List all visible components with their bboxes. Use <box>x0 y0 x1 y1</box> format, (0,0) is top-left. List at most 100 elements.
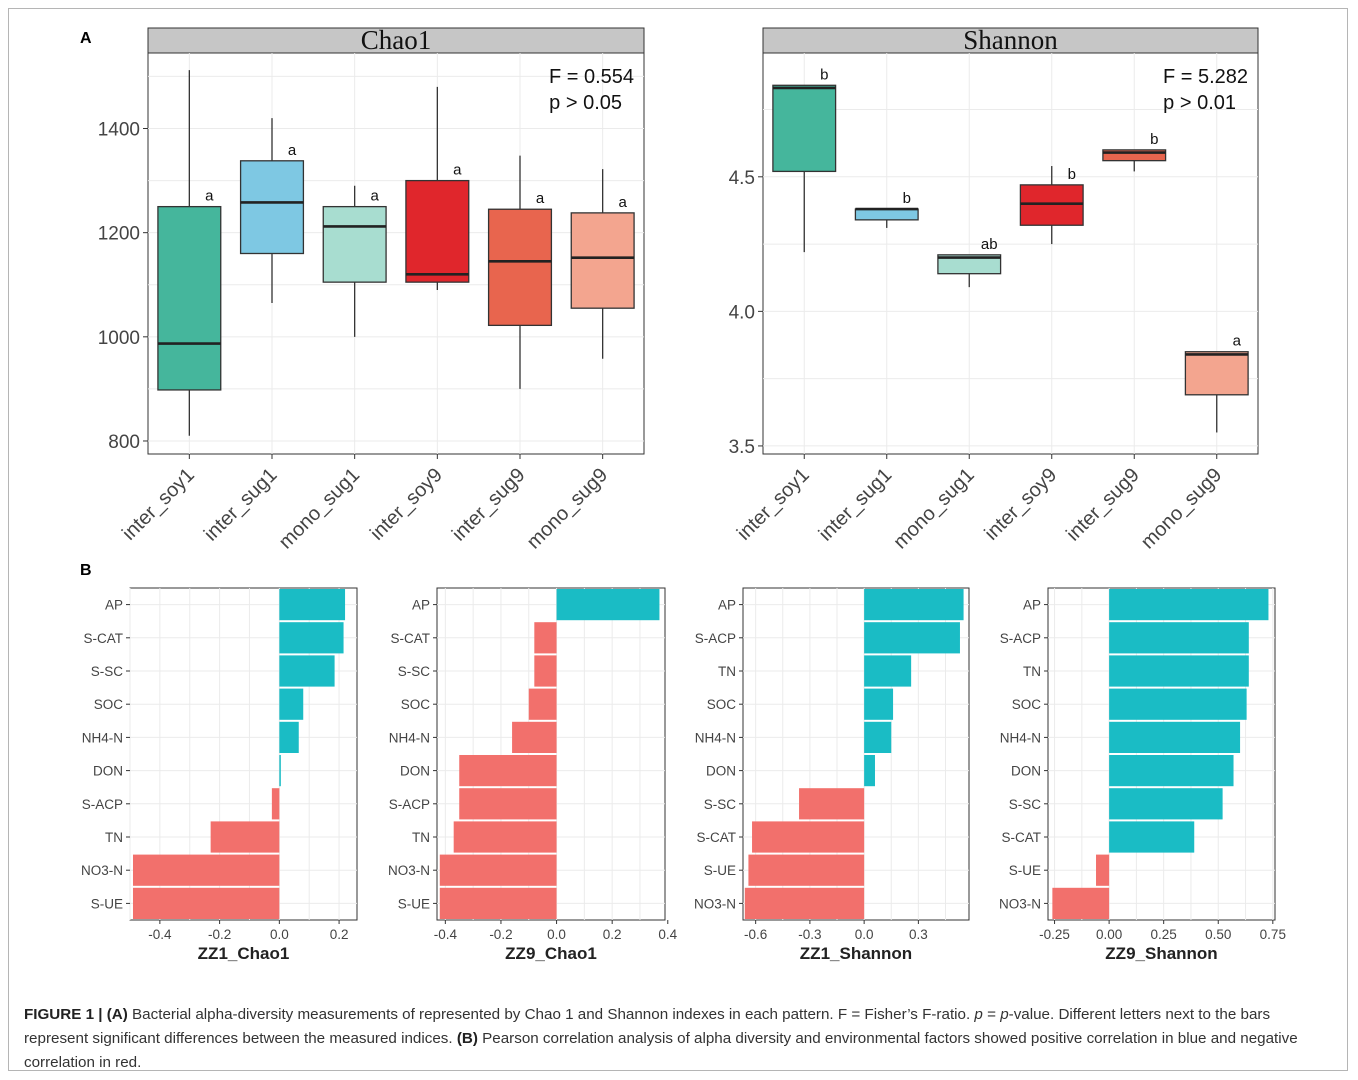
correlation-bar <box>864 754 875 787</box>
caption-p-symbol: p <box>974 1006 983 1023</box>
y-tick-label: NH4-N <box>82 730 123 745</box>
y-tick-label: S-CAT <box>84 631 124 646</box>
correlation-bar <box>453 821 557 853</box>
x-tick-label: -0.6 <box>744 927 767 942</box>
box-body <box>157 205 222 391</box>
x-tick-label: inter_sug9 <box>448 464 530 546</box>
correlation-bar <box>279 655 335 687</box>
y-tick-label: AP <box>718 598 736 613</box>
y-tick-label: SOC <box>94 697 124 712</box>
correlation-bar <box>439 887 557 920</box>
significance-letter: b <box>1150 131 1158 148</box>
significance-letter: b <box>903 190 911 207</box>
correlation-bar <box>748 854 865 886</box>
correlation-bar <box>271 788 280 820</box>
plot-area <box>147 52 645 455</box>
correlation-bar <box>1109 622 1249 654</box>
correlation-bar <box>132 887 280 920</box>
significance-letter: a <box>205 188 214 205</box>
correlation-panel-3: AP S-ACP TN SOC NH4-N DON S-SC S-CAT S-UE NO3-N -0… <box>999 587 1286 963</box>
y-tick-label: TN <box>105 830 123 845</box>
caption-b-text: Pearson correlation analysis of alpha di… <box>24 1030 1298 1071</box>
x-tick-label: 0.00 <box>1096 927 1122 942</box>
facet-strip <box>762 27 1259 54</box>
correlation-bar <box>439 854 557 886</box>
significance-letter: b <box>1068 166 1076 183</box>
y-tick-label: S-SC <box>398 664 431 679</box>
correlation-bar <box>556 588 660 621</box>
correlation-bar <box>1096 854 1110 886</box>
y-tick-label: 3.5 <box>729 437 755 458</box>
correlation-panel-0: AP S-CAT S-SC SOC NH4-N DON S-ACP TN NO3-N S-UE -0… <box>81 587 358 963</box>
box-body <box>772 84 837 173</box>
y-tick-label: S-UE <box>91 896 123 911</box>
y-tick-label: TN <box>718 664 736 679</box>
correlation-bar <box>1109 688 1247 720</box>
box-body <box>854 208 919 221</box>
y-tick-label: NH4-N <box>695 730 736 745</box>
correlation-bar <box>210 821 280 853</box>
y-tick-label: DON <box>400 764 430 779</box>
figure-canvas: A B Chao1 800 1000 1200 1400 a inter_soy1 a inte… <box>80 25 1286 963</box>
y-tick-label: SOC <box>1012 697 1042 712</box>
y-tick-label: NH4-N <box>389 730 430 745</box>
correlation-bar <box>459 788 557 820</box>
x-tick-label: 0.4 <box>658 927 677 942</box>
figure-caption: FIGURE 1 | (A) Bacterial alpha-diversity… <box>24 1003 1336 1075</box>
boxplot-panel-1: Shannon3.54.04.5binter_soy1binter_sug1ab… <box>729 25 1259 553</box>
y-tick-label: S-ACP <box>82 797 123 812</box>
y-tick-label: S-SC <box>91 664 124 679</box>
caption-figure-label: FIGURE 1 | <box>24 1006 107 1023</box>
y-tick-label: S-SC <box>1009 797 1042 812</box>
x-tick-label: inter_sug1 <box>200 464 282 546</box>
y-tick-label: S-CAT <box>1002 830 1042 845</box>
correlation-bar <box>864 688 894 720</box>
significance-letter: a <box>370 188 379 205</box>
correlation-bar <box>864 588 964 621</box>
correlation-bar <box>279 721 299 754</box>
correlation-panel-2: AP S-ACP TN SOC NH4-N DON S-SC S-CAT S-UE NO3-N -0… <box>694 587 970 963</box>
x-tick-label: 0.3 <box>909 927 928 942</box>
correlation-bar <box>799 788 865 820</box>
x-tick-label: -0.2 <box>208 927 231 942</box>
x-tick-label: inter_soy9 <box>366 464 447 545</box>
correlation-bar <box>459 754 557 787</box>
caption-eq: = <box>982 1006 1001 1023</box>
box-body <box>487 208 553 327</box>
x-tick-label: 0.0 <box>270 927 289 942</box>
correlation-bar <box>534 655 557 687</box>
correlation-bar <box>1052 887 1110 920</box>
y-tick-label: S-CAT <box>697 830 737 845</box>
y-tick-label: DON <box>93 764 123 779</box>
correlation-bar <box>744 887 865 920</box>
x-tick-label: inter_sug9 <box>1062 464 1144 546</box>
y-tick-label: TN <box>412 830 430 845</box>
y-tick-label: S-UE <box>398 896 430 911</box>
x-axis-label: ZZ1_Chao1 <box>198 944 290 963</box>
y-tick-label: S-UE <box>1009 863 1041 878</box>
x-tick-label: 0.75 <box>1260 927 1286 942</box>
x-axis-label: ZZ9_Shannon <box>1105 944 1217 963</box>
x-tick-label: inter_soy1 <box>733 464 814 545</box>
y-tick-label: DON <box>1011 764 1041 779</box>
significance-letter: b <box>820 66 828 83</box>
box-body <box>405 179 470 283</box>
stat-f: F = 5.282 <box>1163 66 1248 88</box>
caption-b-label: (B) <box>456 1030 478 1047</box>
x-tick-label: 0.2 <box>330 927 349 942</box>
correlation-bar <box>279 622 344 654</box>
caption-a-label: (A) <box>106 1006 128 1023</box>
x-tick-label: mono_sug1 <box>889 464 978 553</box>
box-body <box>1184 351 1249 396</box>
correlation-bar <box>864 655 912 687</box>
y-tick-label: AP <box>412 598 430 613</box>
facet-title: Chao1 <box>361 25 432 55</box>
significance-letter: a <box>453 162 462 179</box>
x-tick-label: mono_sug1 <box>275 464 364 553</box>
y-tick-label: AP <box>105 598 123 613</box>
box-body <box>1019 184 1084 226</box>
box-body <box>937 254 1002 275</box>
correlation-bar <box>1109 788 1223 820</box>
correlation-panel-1: AP S-CAT S-SC SOC NH4-N DON S-ACP TN NO3-N S-UE -0… <box>388 587 678 963</box>
correlation-bar <box>1109 655 1249 687</box>
